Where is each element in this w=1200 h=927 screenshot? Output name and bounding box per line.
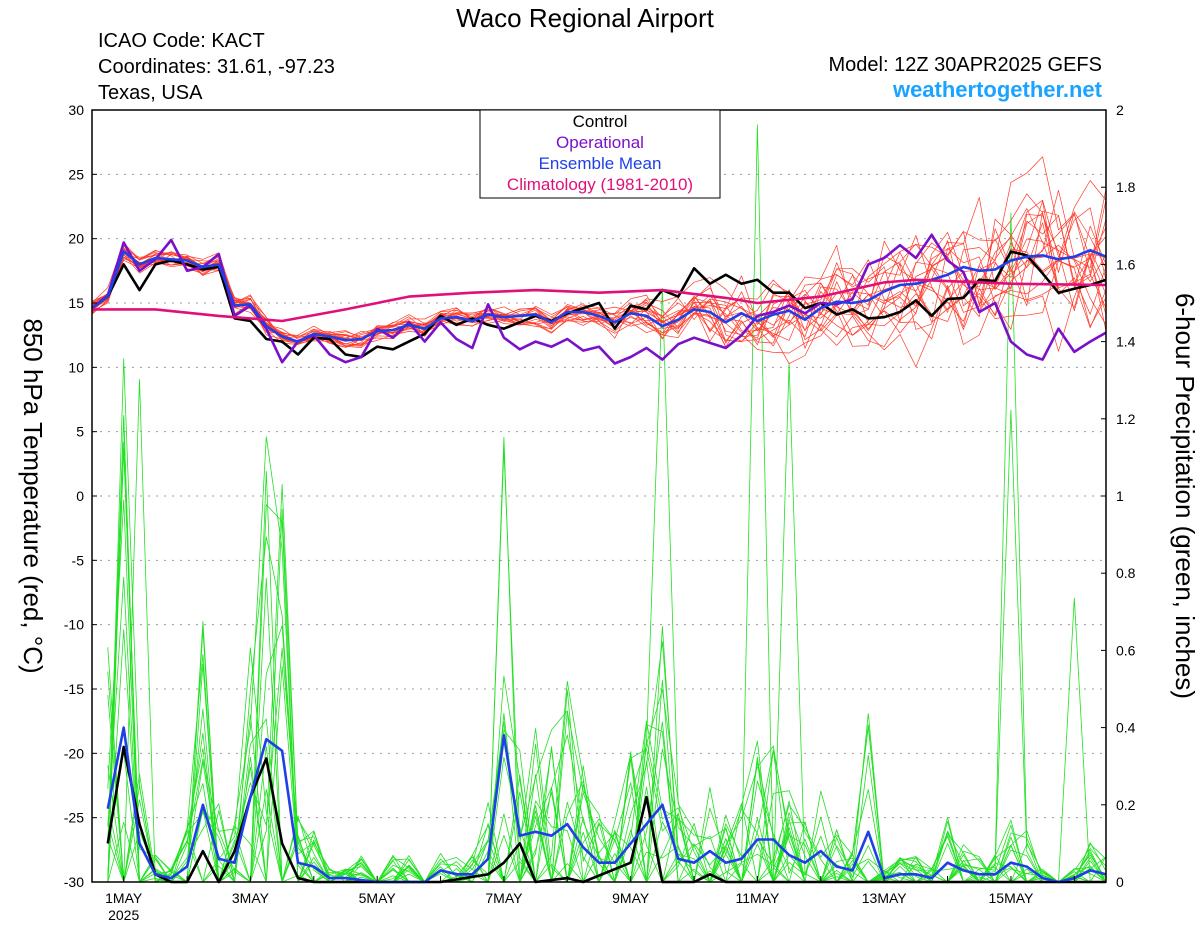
site-link[interactable]: weathertogether.net [892, 77, 1103, 102]
tick-label-x: 9MAY [612, 890, 650, 906]
temp-member-line [91, 237, 1107, 352]
header: Waco Regional Airport ICAO Code: KACT Co… [98, 3, 1103, 104]
model-run: Model: 12Z 30APR2025 GEFS [829, 54, 1102, 76]
temp-climatology-1981-2010-line [92, 278, 1107, 323]
tick-label-left: -25 [64, 810, 84, 826]
tick-label-left: -5 [72, 552, 85, 568]
precip-member-line [107, 442, 1107, 883]
tick-label-right: 0.6 [1116, 642, 1136, 658]
tick-label-left: 20 [68, 231, 84, 247]
precip-member-line [107, 484, 1106, 883]
tick-label-right: 1.2 [1116, 411, 1136, 427]
highlight-series [91, 233, 1107, 884]
temp-member-line [91, 210, 1107, 349]
legend-ensemble-mean: Ensemble Mean [539, 154, 662, 173]
tick-label-x: 7MAY [485, 890, 523, 906]
tick-label-x: 5MAY [359, 890, 397, 906]
region: Texas, USA [98, 82, 203, 104]
tick-label-right: 0.4 [1116, 720, 1136, 736]
precip-member-line [107, 641, 1106, 883]
tick-label-left: 25 [68, 166, 84, 182]
tick-label-right: 1.4 [1116, 334, 1136, 350]
tick-label-left: -30 [64, 874, 84, 890]
temp-member-line [91, 238, 1107, 368]
tick-label-left: 10 [68, 359, 84, 375]
tick-label-x-year: 2025 [108, 907, 139, 923]
temp-member-line [91, 211, 1107, 343]
temp-member-line [91, 207, 1107, 348]
tick-label-left: 5 [76, 424, 84, 440]
legend-climatology: Climatology (1981-2010) [507, 175, 693, 194]
tick-label-right: 1 [1116, 488, 1124, 504]
legend-operational: Operational [556, 133, 644, 152]
precip-member-line [107, 448, 1106, 883]
tick-label-x: 15MAY [989, 890, 1035, 906]
tick-label-right: 1.6 [1116, 256, 1136, 272]
tick-label-right: 1.8 [1116, 179, 1136, 195]
precip-ensemble-mean-line [106, 726, 1107, 884]
icao-code: ICAO Code: KACT [98, 30, 265, 52]
tick-label-left: 30 [68, 102, 84, 118]
tick-label-left: 0 [76, 488, 84, 504]
tick-label-right: 2 [1116, 102, 1124, 118]
tick-label-right: 0.2 [1116, 797, 1136, 813]
temp-control-line [91, 250, 1107, 359]
tick-label-right: 0 [1116, 874, 1124, 890]
precip-member-line [107, 621, 1107, 883]
precip-member-line [107, 436, 1107, 883]
tick-label-x: 11MAY [736, 890, 780, 906]
coordinates: Coordinates: 31.61, -97.23 [98, 56, 335, 78]
legend-box [479, 109, 721, 199]
tick-label-right: 0.8 [1116, 565, 1136, 581]
y-axis-right-label: 6-hour Precipitation (green, inches) [1170, 293, 1200, 699]
tick-label-left: 15 [68, 295, 84, 311]
tick-label-left: -15 [64, 681, 84, 697]
legend: Control Operational Ensemble Mean Climat… [479, 109, 721, 199]
temp-member-line [91, 214, 1107, 346]
temp-member-line [91, 244, 1107, 344]
chart-title: Waco Regional Airport [456, 3, 714, 33]
temp-member-line [91, 222, 1107, 347]
tick-label-x: 1MAY [105, 890, 143, 906]
tick-label-left: -10 [64, 617, 84, 633]
legend-control: Control [573, 112, 628, 131]
temp-member-line [91, 156, 1107, 342]
precip-member-line [107, 379, 1107, 883]
y-axis-left-label: 850 hPa Temperature (red, °C) [18, 318, 48, 673]
tick-label-x: 3MAY [232, 890, 270, 906]
tick-label-x: 13MAY [862, 890, 908, 906]
tick-label-left: -20 [64, 745, 84, 761]
axis-ticks: 302520151050-5-10-15-20-25-3021.81.61.41… [64, 102, 1136, 923]
